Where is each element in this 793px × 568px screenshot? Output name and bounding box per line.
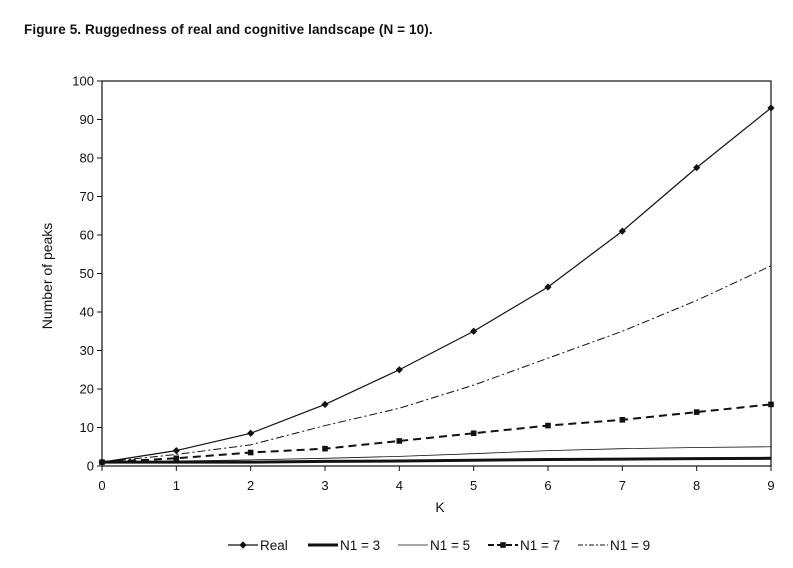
data-point bbox=[247, 449, 254, 456]
series-n1-7 bbox=[99, 401, 774, 465]
data-point bbox=[321, 400, 329, 408]
data-point bbox=[693, 409, 700, 415]
data-point bbox=[470, 327, 478, 335]
x-tick-label: 3 bbox=[321, 478, 328, 493]
data-point bbox=[767, 104, 775, 112]
data-point bbox=[470, 430, 477, 437]
legend-label: Real bbox=[260, 538, 288, 553]
series-n1-5 bbox=[101, 446, 772, 463]
y-tick-label: 0 bbox=[87, 459, 94, 474]
x-axis: 0 1 2 3 4 5 6 7 8 9 bbox=[98, 466, 775, 493]
legend: Real N1 = 3 N1 = 5 N1 = 7 N1 = 9 bbox=[228, 538, 650, 553]
series-line bbox=[101, 446, 772, 463]
data-point bbox=[99, 459, 105, 465]
y-tick-label: 90 bbox=[80, 112, 94, 127]
x-tick-label: 8 bbox=[693, 478, 700, 493]
legend-label: N1 = 3 bbox=[340, 538, 380, 553]
data-point bbox=[322, 445, 328, 452]
y-tick-label: 60 bbox=[80, 228, 94, 243]
x-tick-label: 2 bbox=[247, 478, 254, 493]
x-tick-label: 7 bbox=[619, 478, 626, 493]
series-line bbox=[101, 403, 772, 464]
data-point bbox=[544, 283, 552, 291]
series-real bbox=[98, 104, 775, 466]
x-tick-label: 1 bbox=[173, 478, 180, 493]
legend-label: N1 = 9 bbox=[610, 538, 650, 553]
x-tick-label: 6 bbox=[544, 478, 551, 493]
legend-marker bbox=[239, 541, 247, 549]
figure-title: Figure 5. Ruggedness of real and cogniti… bbox=[24, 22, 433, 37]
series-n1-3 bbox=[102, 456, 772, 464]
series-n1-9 bbox=[101, 265, 772, 463]
data-point bbox=[173, 455, 180, 462]
series-layer bbox=[98, 104, 775, 466]
x-tick-label: 0 bbox=[98, 478, 105, 493]
data-point bbox=[619, 417, 626, 423]
x-tick-label: 5 bbox=[470, 478, 477, 493]
legend-marker bbox=[500, 542, 506, 548]
y-axis: 0 10 20 30 40 50 60 70 80 90 100 bbox=[72, 74, 102, 474]
legend-label: N1 = 5 bbox=[430, 538, 470, 553]
data-point bbox=[618, 227, 626, 235]
y-tick-label: 80 bbox=[80, 151, 94, 166]
data-point bbox=[396, 438, 403, 444]
series-line bbox=[102, 456, 772, 464]
y-tick-label: 100 bbox=[72, 74, 94, 89]
plot-border bbox=[101, 80, 772, 467]
plot-area bbox=[101, 80, 772, 467]
series-line bbox=[101, 265, 772, 463]
y-tick-label: 50 bbox=[80, 266, 94, 281]
y-tick-label: 70 bbox=[80, 189, 94, 204]
x-tick-label: 9 bbox=[767, 478, 774, 493]
y-tick-label: 30 bbox=[80, 343, 94, 358]
data-point bbox=[693, 164, 701, 172]
y-tick-label: 40 bbox=[80, 305, 94, 320]
legend-label: N1 = 7 bbox=[520, 538, 560, 553]
data-point bbox=[768, 401, 774, 408]
data-point bbox=[545, 422, 551, 429]
data-point bbox=[172, 447, 180, 455]
x-tick-label: 4 bbox=[396, 478, 403, 493]
y-tick-label: 20 bbox=[80, 382, 94, 397]
series-line bbox=[101, 107, 772, 463]
data-point bbox=[395, 366, 403, 374]
y-axis-title: Number of peaks bbox=[39, 223, 55, 330]
x-axis-title: K bbox=[435, 499, 445, 515]
y-tick-label: 10 bbox=[80, 420, 94, 435]
data-point bbox=[247, 429, 255, 437]
